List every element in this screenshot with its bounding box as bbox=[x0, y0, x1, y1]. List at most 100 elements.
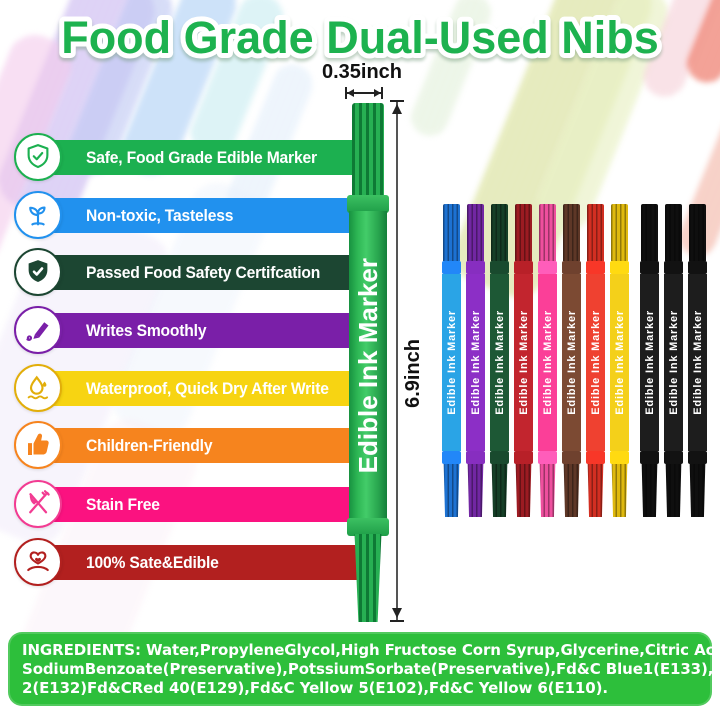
marker-collar bbox=[514, 451, 533, 464]
marker-cap bbox=[539, 204, 556, 261]
main-marker-collar bbox=[347, 518, 389, 536]
pen-icon bbox=[14, 306, 62, 354]
marker-label: Edible Ink Marker bbox=[469, 310, 482, 415]
marker-cap bbox=[587, 464, 604, 517]
marker-collar bbox=[538, 261, 557, 274]
arrowhead-right-icon bbox=[374, 89, 381, 97]
marker-label: Edible Ink Marker bbox=[589, 310, 602, 415]
arrowhead-left-icon bbox=[347, 89, 354, 97]
marker-collar bbox=[466, 261, 485, 274]
arrowhead-down-icon bbox=[392, 608, 402, 618]
marker-cap bbox=[515, 464, 532, 517]
marker-3-dark-green: Edible Ink Marker bbox=[490, 204, 509, 517]
feature-label: 100% Sate&Edible bbox=[86, 552, 219, 572]
thumbs-up-icon bbox=[14, 421, 62, 469]
marker-body: Edible Ink Marker bbox=[490, 274, 509, 451]
feature-row: Non-toxic, Tasteless bbox=[14, 191, 374, 239]
marker-label: Edible Ink Marker bbox=[565, 310, 578, 415]
marker-7-red: Edible Ink Marker bbox=[586, 204, 605, 517]
feature-banner: Safe, Food Grade Edible Marker bbox=[38, 140, 360, 175]
feature-row: Safe, Food Grade Edible Marker bbox=[14, 133, 374, 181]
marker-body: Edible Ink Marker bbox=[562, 274, 581, 451]
feature-banner: Writes Smoothly bbox=[38, 313, 360, 348]
feature-banner: Stain Free bbox=[38, 487, 360, 522]
marker-cap bbox=[665, 464, 682, 517]
marker-collar bbox=[664, 261, 683, 274]
shield-check-filled-icon bbox=[14, 248, 62, 296]
marker-cap bbox=[587, 204, 604, 261]
feature-label: Safe, Food Grade Edible Marker bbox=[86, 147, 317, 167]
main-marker-collar bbox=[347, 195, 389, 213]
marker-collar bbox=[562, 451, 581, 464]
marker-body: Edible Ink Marker bbox=[664, 274, 683, 451]
marker-body: Edible Ink Marker bbox=[586, 274, 605, 451]
marker-set: Edible Ink Marker Edible Ink Marker Edib… bbox=[442, 204, 707, 517]
marker-5-pink: Edible Ink Marker bbox=[538, 204, 557, 517]
feature-banner: Waterproof, Quick Dry After Write bbox=[38, 371, 360, 406]
cutlery-icon bbox=[14, 480, 62, 528]
marker-collar bbox=[586, 261, 605, 274]
marker-11-black: Edible Ink Marker bbox=[688, 204, 707, 517]
marker-body: Edible Ink Marker bbox=[610, 274, 629, 451]
plant-icon bbox=[14, 191, 62, 239]
marker-1-blue: Edible Ink Marker bbox=[442, 204, 461, 517]
marker-label: Edible Ink Marker bbox=[667, 310, 680, 415]
dimension-line bbox=[346, 92, 382, 94]
feature-label: Stain Free bbox=[86, 494, 160, 514]
marker-collar bbox=[562, 261, 581, 274]
marker-label: Edible Ink Marker bbox=[691, 310, 704, 415]
marker-body: Edible Ink Marker bbox=[538, 274, 557, 451]
marker-collar bbox=[490, 451, 509, 464]
marker-label: Edible Ink Marker bbox=[643, 310, 656, 415]
feature-label: Passed Food Safety Certifcation bbox=[86, 262, 321, 282]
dimension-tick bbox=[390, 100, 404, 102]
main-marker: Edible Ink Marker bbox=[347, 103, 389, 622]
main-marker-body: Edible Ink Marker bbox=[349, 211, 387, 520]
page-title: Food Grade Dual-Used Nibs bbox=[56, 7, 664, 68]
marker-body: Edible Ink Marker bbox=[640, 274, 659, 451]
width-dimension-arrow bbox=[345, 87, 383, 99]
marker-body: Edible Ink Marker bbox=[688, 274, 707, 451]
marker-collar bbox=[688, 261, 707, 274]
marker-collar bbox=[664, 451, 683, 464]
marker-9-black: Edible Ink Marker bbox=[640, 204, 659, 517]
marker-cap bbox=[611, 464, 628, 517]
feature-row: Passed Food Safety Certifcation bbox=[14, 248, 374, 296]
main-marker-cap-bottom bbox=[354, 534, 382, 622]
ingredients-box: INGREDIENTS: Water,PropyleneGlycol,High … bbox=[8, 632, 720, 706]
shield-check-icon bbox=[14, 133, 62, 181]
marker-collar bbox=[538, 451, 557, 464]
marker-collar bbox=[688, 451, 707, 464]
marker-cap bbox=[539, 464, 556, 517]
marker-collar bbox=[466, 451, 485, 464]
feature-row: 100% Sate&Edible bbox=[14, 538, 374, 586]
feature-label: Non-toxic, Tasteless bbox=[86, 205, 234, 225]
feature-banner: Passed Food Safety Certifcation bbox=[38, 255, 360, 290]
marker-collar bbox=[586, 451, 605, 464]
marker-cap bbox=[491, 464, 508, 517]
marker-body: Edible Ink Marker bbox=[466, 274, 485, 451]
feature-label: Children-Friendly bbox=[86, 435, 213, 455]
marker-collar bbox=[490, 261, 509, 274]
marker-label: Edible Ink Marker bbox=[445, 310, 458, 415]
marker-cap bbox=[641, 464, 658, 517]
height-dimension-label: 6.9inch bbox=[401, 336, 426, 411]
marker-cap bbox=[563, 204, 580, 261]
marker-4-dark-red: Edible Ink Marker bbox=[514, 204, 533, 517]
marker-label: Edible Ink Marker bbox=[493, 310, 506, 415]
ingredients-text: SodiumBenzoate(Preservative),PotssiumSor… bbox=[22, 660, 720, 678]
height-dimension-line bbox=[396, 102, 398, 621]
marker-cap bbox=[665, 204, 682, 261]
marker-cap bbox=[689, 204, 706, 261]
marker-cap bbox=[467, 464, 484, 517]
marker-body: Edible Ink Marker bbox=[442, 274, 461, 451]
marker-cap bbox=[611, 204, 628, 261]
marker-label: Edible Ink Marker bbox=[613, 310, 626, 415]
marker-collar bbox=[442, 451, 461, 464]
feature-label: Writes Smoothly bbox=[86, 320, 207, 340]
title-text: Food Grade Dual-Used Nibs bbox=[61, 12, 659, 63]
marker-cap bbox=[443, 464, 460, 517]
feature-row: Writes Smoothly bbox=[14, 306, 374, 354]
feature-row: Waterproof, Quick Dry After Write bbox=[14, 364, 374, 412]
arrowhead-up-icon bbox=[392, 104, 402, 114]
